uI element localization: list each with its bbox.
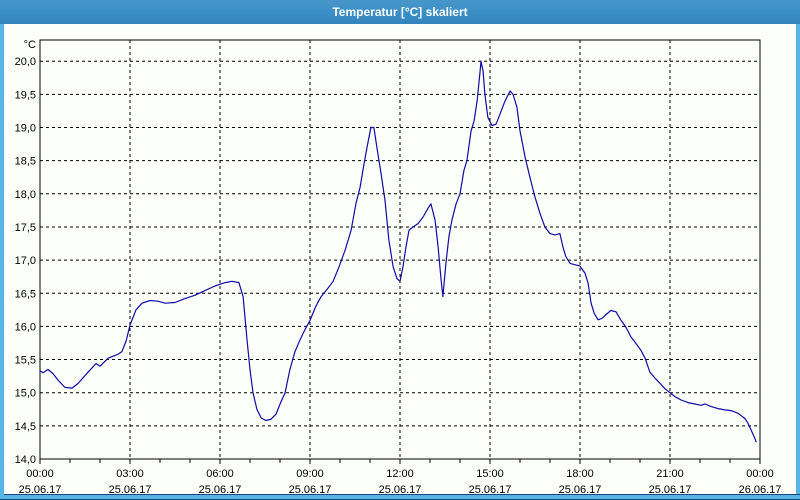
window-border-bottom-edge [4,494,800,495]
x-tick-time-label: 00:00 [26,468,54,480]
x-tick-time-label: 00:00 [746,468,774,480]
y-tick-label: 17,5 [15,222,36,234]
y-tick-label: 19,5 [15,89,36,101]
x-tick-time-label: 15:00 [476,468,504,480]
y-tick-label: 18,5 [15,156,36,168]
title-bar[interactable]: Temperatur [°C] skaliert [0,0,800,24]
y-tick-label: 15,0 [15,388,36,400]
y-tick-label: 20,0 [15,56,36,68]
x-tick-time-label: 06:00 [206,468,234,480]
x-tick-date-label: 25.06.17 [379,484,422,495]
temperature-line [39,60,757,443]
y-tick-label: 16,0 [15,321,36,333]
y-tick-label: 14,5 [15,421,36,433]
y-tick-label: 17,0 [15,255,36,267]
chart-area: 20,0 19,5 19,0 18,5 18,0 17,5 17,0 16,5 16,0 15,5… [0,24,800,496]
y-tick-label: 19,0 [15,123,36,135]
y-tick-label: 15,5 [15,355,36,367]
x-tick-date-label: 25.06.17 [559,484,602,495]
x-tick-time-label: 12:00 [386,468,414,480]
x-tick-time-label: 03:00 [116,468,144,480]
y-tick-label: 16,5 [15,288,36,300]
x-tick-time-label: 09:00 [296,468,324,480]
x-tick-date-label: 25.06.17 [469,484,512,495]
x-tick-date-label: 25.06.17 [649,484,692,495]
window-title: Temperatur [°C] skaliert [332,5,468,19]
temperature-chart: 20,0 19,5 19,0 18,5 18,0 17,5 17,0 16,5 16,0 15,5… [15,39,782,496]
x-tick-date-label: 25.06.17 [109,484,152,495]
unit-label: °C [24,39,36,51]
y-tick-label: 14,0 [15,454,36,466]
x-tick-time-label: 21:00 [656,468,684,480]
plot-border [39,39,761,460]
x-tick-date-label: 25.06.17 [19,484,62,495]
x-tick-date-label: 25.06.17 [289,484,332,495]
x-tick-date-label: 26.06.17 [739,484,782,495]
x-tick-date-label: 25.06.17 [199,484,242,495]
y-tick-label: 18,0 [15,189,36,201]
x-tick-time-label: 18:00 [566,468,594,480]
